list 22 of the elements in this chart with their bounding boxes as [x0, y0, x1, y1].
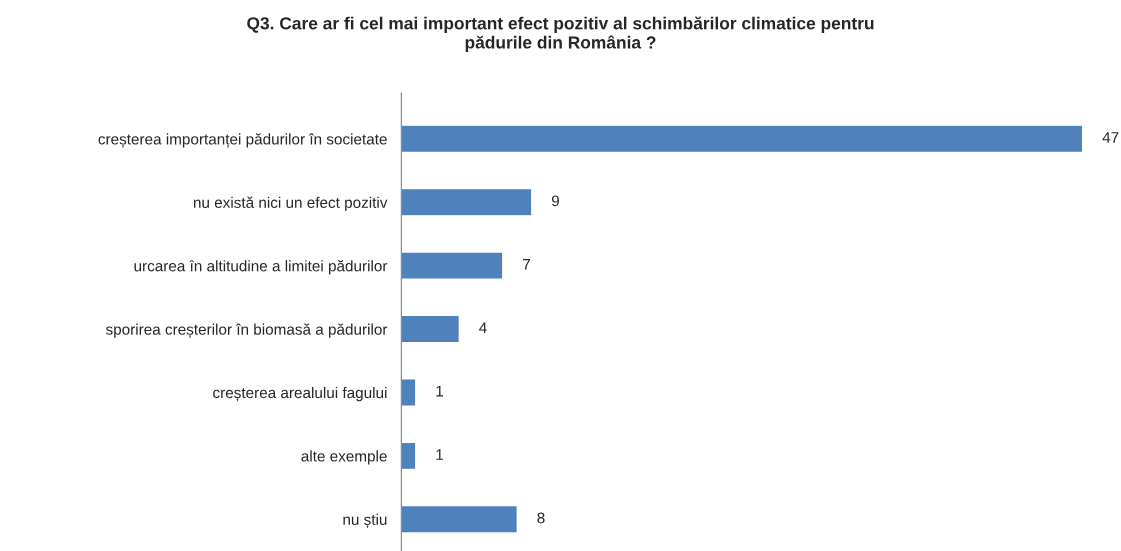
y-tick-label: nu știu [343, 513, 387, 529]
data-label: 1 [436, 385, 444, 397]
data-label: 9 [551, 195, 560, 207]
y-tick-label: nu există nici un efect pozitiv [193, 196, 388, 211]
data-label: 4 [479, 322, 487, 333]
bar [401, 187, 533, 217]
y-tick-label: alte exemple [301, 450, 387, 465]
bar [401, 378, 417, 407]
y-tick-label: sporirea creșterilor în biomasă a pădurilor [105, 323, 388, 338]
chart-title: Q3. Care ar fi cel mai important efect pozitiv al schimbărilor climatice pentru pădurile din România ? [247, 16, 874, 53]
bar [401, 504, 518, 534]
data-label: 8 [537, 512, 545, 524]
y-tick-label: creșterea importanței pădurilor în societate [98, 133, 387, 148]
data-label: 47 [1102, 132, 1119, 143]
bar [401, 441, 417, 471]
bar [401, 124, 1084, 154]
data-label: 1 [436, 449, 444, 460]
y-tick-label: urcarea în altitudine a limitei pădurilor [134, 259, 388, 275]
y-tick-label: creșterea arealului fagului [213, 386, 387, 402]
bar [401, 314, 461, 344]
bar [401, 251, 504, 280]
data-label: 7 [523, 259, 530, 270]
